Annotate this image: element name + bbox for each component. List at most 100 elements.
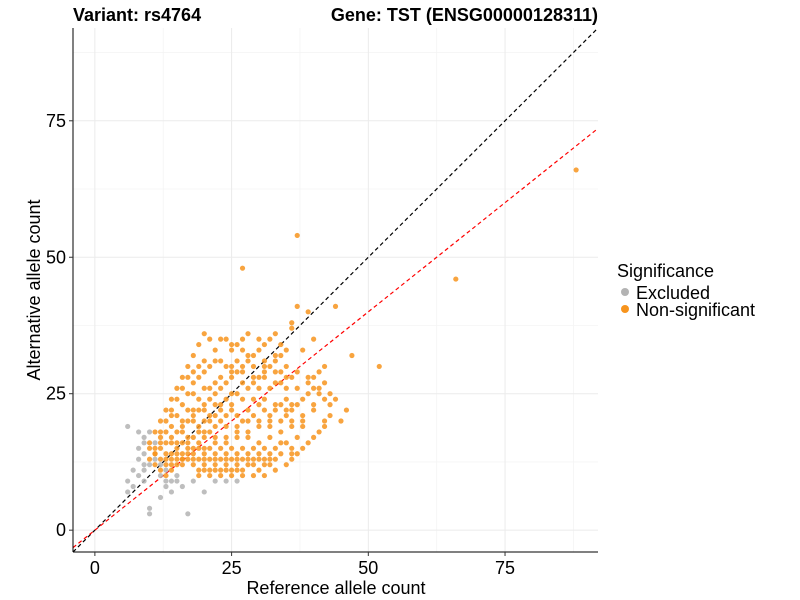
point-non-significant xyxy=(239,265,246,271)
point-non-significant xyxy=(228,445,235,451)
point-excluded xyxy=(163,478,169,484)
point-non-significant xyxy=(218,467,224,473)
point-non-significant xyxy=(179,374,185,380)
point-excluded xyxy=(146,511,153,517)
point-non-significant xyxy=(283,412,289,419)
point-non-significant xyxy=(196,407,202,413)
point-non-significant xyxy=(234,467,240,473)
point-non-significant xyxy=(228,374,235,380)
point-non-significant xyxy=(207,456,213,462)
point-non-significant xyxy=(190,462,196,468)
point-non-significant xyxy=(245,456,251,462)
point-non-significant xyxy=(250,380,257,386)
point-excluded xyxy=(174,478,180,484)
point-non-significant xyxy=(239,472,246,479)
point-non-significant xyxy=(201,407,207,413)
point-excluded xyxy=(157,462,164,468)
point-non-significant xyxy=(283,385,289,391)
point-non-significant xyxy=(278,451,284,457)
point-non-significant xyxy=(207,385,213,391)
point-excluded xyxy=(141,467,147,473)
y-tick-label: 25 xyxy=(46,384,66,404)
point-non-significant xyxy=(256,418,262,424)
point-non-significant xyxy=(168,451,175,457)
point-non-significant xyxy=(228,456,235,462)
point-non-significant xyxy=(190,407,196,413)
point-non-significant xyxy=(234,456,240,462)
point-non-significant xyxy=(338,418,344,424)
point-excluded xyxy=(136,429,142,435)
point-non-significant xyxy=(201,358,207,364)
point-non-significant xyxy=(196,467,202,473)
point-excluded xyxy=(179,483,185,490)
point-non-significant xyxy=(168,396,175,402)
point-non-significant xyxy=(168,412,175,419)
point-excluded xyxy=(174,472,180,479)
legend-swatch-excluded xyxy=(621,288,629,296)
point-non-significant xyxy=(272,407,278,413)
point-excluded xyxy=(136,472,142,479)
point-non-significant xyxy=(245,434,251,440)
point-non-significant xyxy=(228,467,235,473)
point-non-significant xyxy=(239,418,246,424)
point-non-significant xyxy=(223,336,229,342)
point-non-significant xyxy=(305,309,311,315)
point-non-significant xyxy=(321,423,328,430)
point-non-significant xyxy=(146,440,153,446)
point-non-significant xyxy=(228,363,235,370)
point-non-significant xyxy=(349,352,355,359)
point-non-significant xyxy=(228,347,235,353)
point-non-significant xyxy=(256,456,262,462)
point-non-significant xyxy=(267,451,273,457)
point-non-significant xyxy=(207,412,213,419)
point-non-significant xyxy=(174,412,180,419)
point-non-significant xyxy=(223,423,229,430)
point-non-significant xyxy=(256,402,262,408)
point-non-significant xyxy=(190,418,196,424)
point-non-significant xyxy=(278,341,284,348)
point-excluded xyxy=(125,423,131,430)
point-non-significant xyxy=(196,396,202,402)
point-non-significant xyxy=(212,462,218,468)
point-non-significant xyxy=(174,462,180,468)
point-non-significant xyxy=(332,396,339,402)
point-excluded xyxy=(141,434,147,440)
point-non-significant xyxy=(311,336,317,342)
axes xyxy=(72,28,598,553)
point-non-significant xyxy=(185,445,191,451)
legend-title: Significance xyxy=(617,261,714,281)
point-non-significant xyxy=(261,396,268,402)
point-non-significant xyxy=(245,385,251,391)
point-non-significant xyxy=(261,472,268,479)
point-non-significant xyxy=(256,440,262,446)
point-non-significant xyxy=(228,391,235,397)
point-non-significant xyxy=(228,341,235,348)
point-non-significant xyxy=(311,434,317,440)
point-non-significant xyxy=(174,451,180,457)
point-non-significant xyxy=(278,440,284,446)
point-non-significant xyxy=(212,423,218,430)
point-non-significant xyxy=(261,456,268,462)
point-non-significant xyxy=(168,440,175,446)
point-non-significant xyxy=(179,456,185,462)
point-non-significant xyxy=(250,352,257,359)
point-non-significant xyxy=(267,456,273,462)
point-non-significant xyxy=(305,374,311,380)
point-non-significant xyxy=(218,407,224,413)
point-non-significant xyxy=(267,434,273,440)
point-non-significant xyxy=(201,445,207,451)
point-non-significant xyxy=(163,407,169,413)
point-non-significant xyxy=(179,451,185,457)
point-excluded xyxy=(190,478,196,484)
point-non-significant xyxy=(218,358,224,364)
point-non-significant xyxy=(185,418,191,424)
point-non-significant xyxy=(212,467,218,473)
point-non-significant xyxy=(179,385,185,391)
point-non-significant xyxy=(250,445,257,451)
point-non-significant xyxy=(196,341,202,348)
point-non-significant xyxy=(185,391,191,397)
point-non-significant xyxy=(152,445,158,451)
point-non-significant xyxy=(261,462,268,468)
point-non-significant xyxy=(261,369,268,375)
